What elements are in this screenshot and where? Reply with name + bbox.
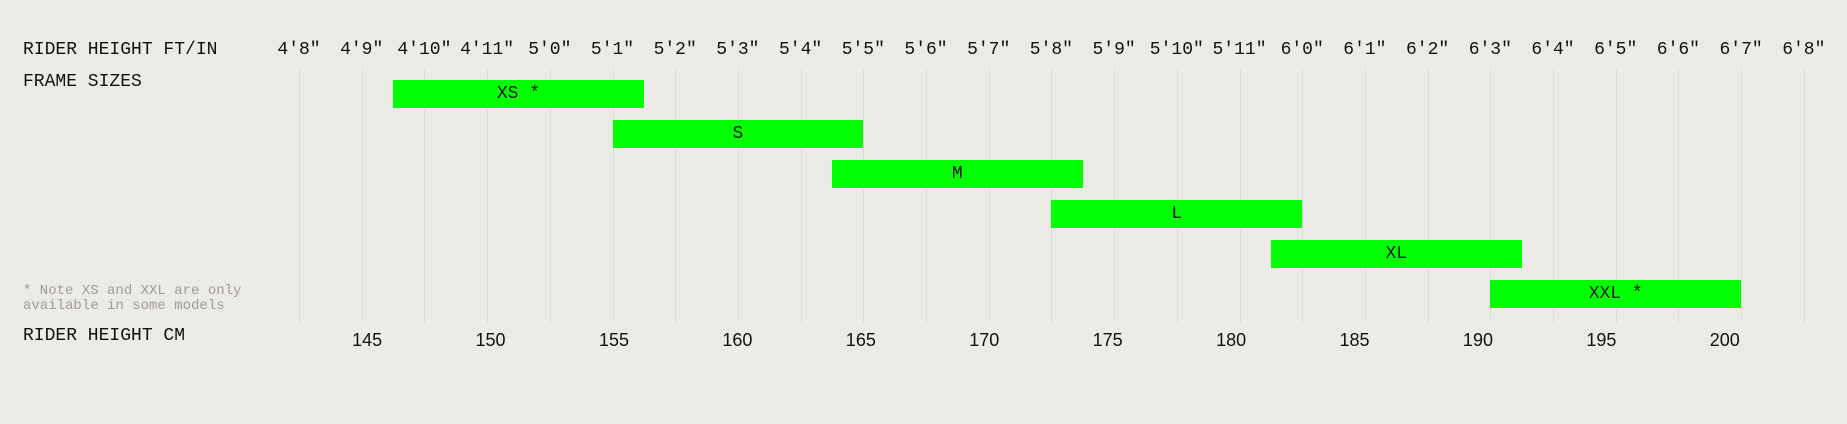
ft-tick-label: 6'3" [1468,40,1512,60]
ft-tick-label: 5'11" [1212,40,1267,60]
gridline [675,68,677,323]
ft-tick-label: 5'7" [967,40,1011,60]
gridline [1490,68,1492,323]
gridline [1176,68,1178,323]
ft-axis-title: RIDER HEIGHT FT/IN [23,40,218,60]
ft-tick-label: 5'0" [528,40,572,60]
gridline [863,68,865,323]
frame-size-label: S [732,124,744,144]
frame-size-bar: M [831,160,1083,188]
ft-tick-label: 6'5" [1594,40,1638,60]
ft-tick-label: 6'8" [1782,40,1826,60]
ft-tick-label: 5'6" [904,40,948,60]
ft-tick-label: 5'8" [1029,40,1073,60]
ft-tick-label: 5'9" [1092,40,1136,60]
cm-tick-label: 175 [1092,330,1123,350]
gridline [299,68,300,323]
cm-tick-label: 145 [352,330,383,350]
cm-tick-label: 150 [475,330,506,350]
gridline [1678,68,1680,323]
frame-size-label: M [951,164,963,184]
frame-sizes-title: FRAME SIZES [23,72,142,92]
ft-tick-label: 5'10" [1149,40,1204,60]
frame-size-bar: S [612,120,864,148]
ft-tick-label: 6'1" [1343,40,1387,60]
availability-note: * Note XS and XXL are only available in … [23,283,242,314]
frame-size-label: XS * [496,84,541,104]
gridline [424,68,426,323]
gridline [361,68,363,323]
cm-tick-label: 170 [969,330,1000,350]
gridline [988,68,990,323]
gridline [1803,68,1805,323]
gridline [926,68,927,323]
gridline [1553,68,1554,323]
frame-size-label: XXL * [1588,284,1643,304]
frame-size-bar: XL [1270,240,1522,268]
ft-tick-label: 5'4" [778,40,823,60]
gridline [1051,68,1053,323]
ft-tick-label: 5'3" [716,40,760,60]
gridline [1741,68,1743,323]
frame-size-bar: XXL * [1490,280,1742,308]
ft-tick-label: 4'11" [460,40,515,60]
cm-tick-label: 200 [1709,330,1740,350]
ft-tick-label: 4'8" [277,40,321,60]
frame-size-label: XL [1385,244,1408,264]
ft-tick-label: 5'1" [590,40,635,60]
gridline [1427,68,1429,323]
frame-size-bar: L [1051,200,1303,228]
ft-tick-label: 4'9" [340,40,384,60]
gridline [549,68,551,323]
gridline [1239,68,1241,323]
cm-tick-label: 185 [1339,330,1370,350]
frame-size-label: L [1171,204,1183,224]
cm-axis-title: RIDER HEIGHT CM [23,326,186,346]
gridline [1615,68,1617,323]
ft-tick-label: 6'7" [1719,40,1763,60]
frame-size-bar: XS * [393,80,644,108]
ft-tick-label: 6'2" [1405,40,1450,60]
gridline [800,68,802,323]
ft-tick-label: 4'10" [397,40,452,60]
gridline [1364,68,1366,323]
gridline [1302,68,1304,323]
ft-tick-label: 5'2" [653,40,697,60]
cm-tick-label: 180 [1216,330,1247,350]
cm-tick-label: 160 [722,330,753,350]
gridline [612,68,614,323]
gridline [737,68,739,323]
gridline [487,68,489,323]
ft-tick-label: 6'6" [1656,40,1700,60]
ft-tick-label: 5'5" [841,40,885,60]
cm-tick-label: 165 [845,330,876,350]
cm-tick-label: 155 [598,330,629,350]
gridline [1114,68,1116,323]
ft-tick-label: 6'4" [1531,40,1575,60]
cm-tick-label: 190 [1462,330,1493,350]
cm-tick-label: 195 [1586,330,1617,350]
ft-tick-label: 6'0" [1280,40,1324,60]
